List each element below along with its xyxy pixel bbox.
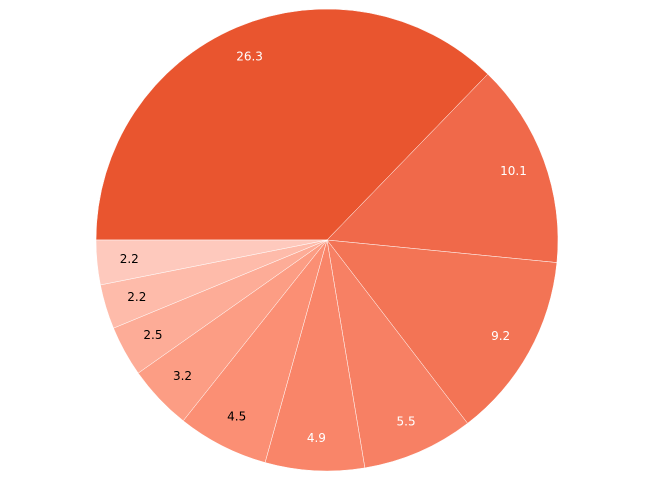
slice-label: 4.9: [307, 431, 326, 445]
slice-label: 10.1: [500, 164, 527, 178]
slice-label: 9.2: [491, 329, 510, 343]
slice-label: 2.2: [127, 290, 146, 304]
pie-slice: [326, 239, 468, 469]
slice-label: 2.2: [120, 252, 139, 266]
slice-label: 2.5: [143, 328, 162, 342]
slice-label: 4.5: [227, 409, 246, 423]
pie-slice: [95, 8, 489, 241]
slice-label: 3.2: [173, 369, 192, 383]
slice-label: 5.5: [397, 415, 416, 429]
pie-slice: [326, 73, 559, 263]
pie-slice: [95, 239, 328, 286]
pie-slice: [326, 239, 558, 424]
slice-label: 26.3: [236, 50, 263, 64]
